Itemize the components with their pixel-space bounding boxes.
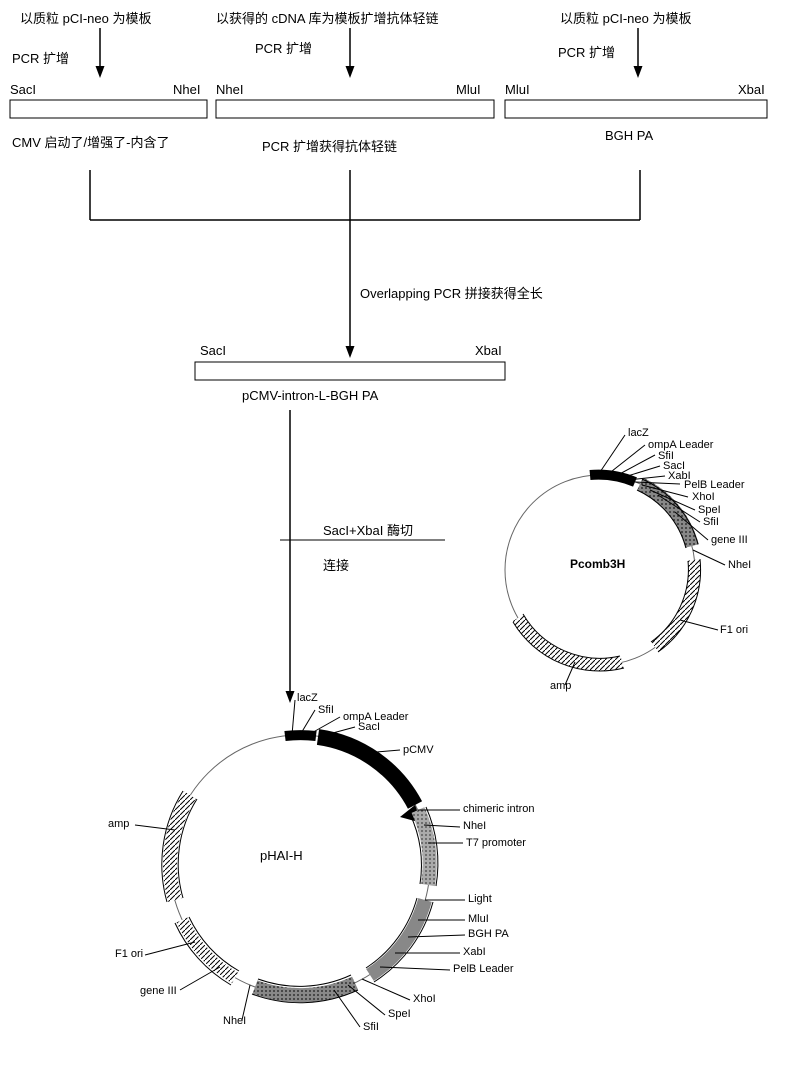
- overlap-label: Overlapping PCR 拼接获得全长: [360, 283, 543, 302]
- p2-chimeric: chimeric intron: [463, 803, 535, 815]
- p2-bghpa: BGH PA: [468, 928, 509, 940]
- mid-sacI: SacI: [200, 343, 226, 358]
- p1-pelB: PelB Leader: [684, 479, 745, 491]
- p2-amp: amp: [108, 818, 129, 830]
- p1-f1ori: F1 ori: [720, 624, 748, 636]
- p2-light: Light: [468, 893, 492, 905]
- p2-pelB: PelB Leader: [453, 963, 514, 975]
- p2-sfi1: SfiI: [318, 704, 334, 716]
- p1-geneIII: gene III: [711, 534, 748, 546]
- p1-amp: amp: [550, 680, 571, 692]
- p2-t7: T7 promoter: [466, 837, 526, 849]
- construct-label: pCMV-intron-L-BGH PA: [242, 388, 378, 403]
- p2-lacZ: lacZ: [297, 692, 318, 704]
- p2-nheI2: NheI: [223, 1015, 246, 1027]
- p2-f1ori: F1 ori: [115, 948, 143, 960]
- ligate-label: 连接: [323, 555, 349, 574]
- p2-mluI: MluI: [468, 913, 489, 925]
- p1-name: Pcomb3H: [570, 557, 625, 571]
- p1-xhoI: XhoI: [692, 491, 715, 503]
- p2-sacI: SacI: [358, 721, 380, 733]
- p1-lacZ: lacZ: [628, 427, 649, 439]
- p2-speI: SpeI: [388, 1008, 411, 1020]
- p2-geneIII: gene III: [140, 985, 177, 997]
- p1-speI: SpeI: [698, 504, 721, 516]
- p1-nheI: NheI: [728, 559, 751, 571]
- digest-label: SacI+XbaI 酶切: [323, 520, 413, 539]
- p2-name: pHAI-H: [260, 848, 303, 863]
- p2-nheI1: NheI: [463, 820, 486, 832]
- p2-xabI: XabI: [463, 946, 486, 958]
- p2-pCMV: pCMV: [403, 744, 434, 756]
- mid-xbaI: XbaI: [475, 343, 502, 358]
- p1-sfi2: SfiI: [703, 516, 719, 528]
- p2-xhoI: XhoI: [413, 993, 436, 1005]
- p2-sfi2: SfiI: [363, 1021, 379, 1033]
